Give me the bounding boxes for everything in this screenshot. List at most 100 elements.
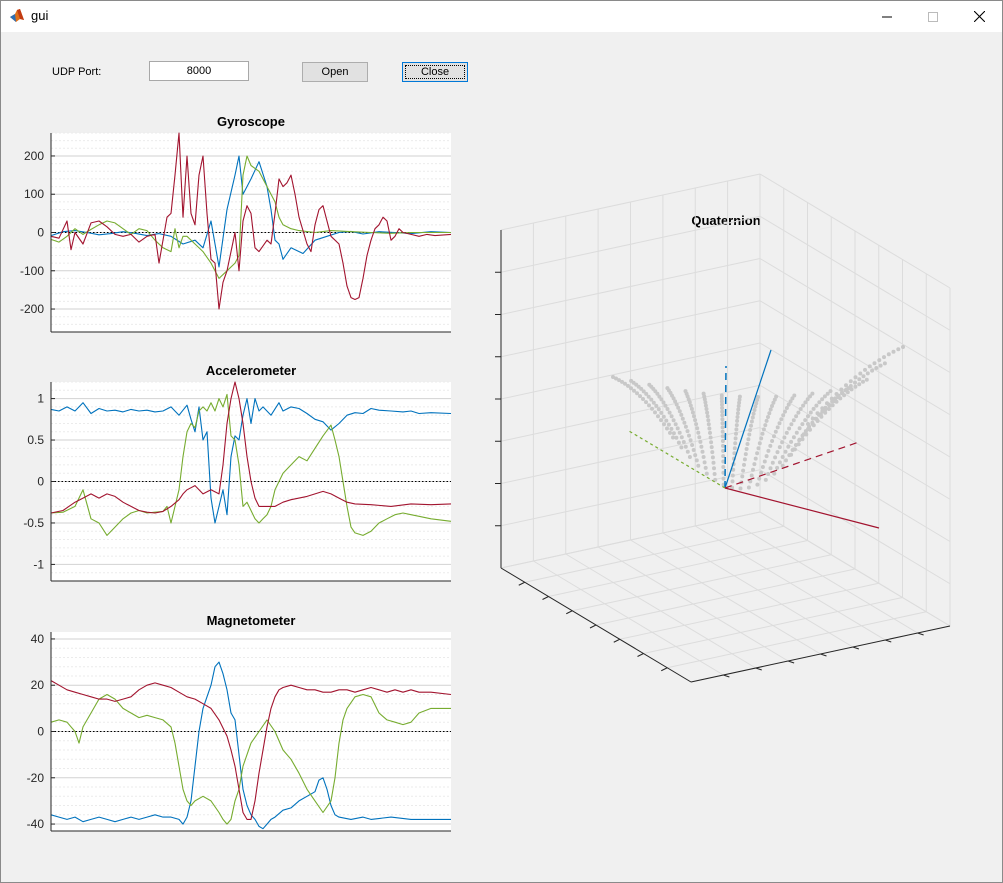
floor-gridline: [630, 539, 821, 655]
point: [747, 432, 752, 437]
point: [704, 407, 709, 411]
point: [702, 460, 707, 465]
x-tick: [518, 581, 525, 586]
point: [815, 411, 820, 416]
point: [803, 418, 808, 423]
y-tick-label: -0.5: [23, 516, 44, 530]
floor-gridline: [662, 532, 854, 648]
point: [754, 401, 759, 406]
point: [744, 447, 749, 451]
point: [659, 397, 664, 402]
point: [743, 452, 748, 457]
point: [736, 407, 741, 412]
x-tick: [613, 638, 620, 643]
udp-port-input[interactable]: 8000: [149, 61, 249, 81]
point: [748, 479, 753, 484]
point: [641, 389, 646, 394]
point: [646, 394, 651, 399]
point: [688, 438, 693, 443]
point: [742, 457, 747, 462]
minimize-button[interactable]: [864, 1, 910, 32]
point: [721, 454, 726, 459]
point: [663, 403, 668, 408]
point: [720, 434, 725, 439]
maximize-button[interactable]: [910, 1, 956, 32]
floor-gridline: [694, 525, 886, 641]
point: [796, 410, 801, 415]
point: [738, 486, 743, 491]
point: [808, 394, 812, 399]
point: [800, 437, 805, 442]
point: [810, 421, 815, 426]
point: [682, 420, 687, 425]
point: [706, 418, 711, 423]
title-bar[interactable]: gui: [1, 1, 1002, 32]
close-button[interactable]: Close: [402, 62, 468, 82]
gyroscope-plot: -200 -100 0 100 200 Gyroscope: [20, 114, 452, 333]
point: [693, 453, 698, 458]
point: [896, 347, 901, 352]
point: [770, 460, 775, 465]
point: [745, 442, 750, 446]
point: [834, 392, 839, 396]
point: [614, 376, 618, 381]
point: [719, 396, 724, 401]
point: [772, 397, 777, 402]
minimize-icon: [882, 16, 892, 17]
point: [689, 406, 694, 411]
point: [741, 468, 746, 473]
point: [720, 425, 725, 430]
point: [748, 428, 753, 432]
y-tick-label: 0.5: [27, 433, 44, 447]
maximize-icon: [928, 11, 938, 22]
point: [696, 463, 701, 468]
point: [662, 422, 666, 427]
point: [656, 414, 660, 419]
point: [825, 401, 829, 406]
point: [696, 430, 701, 435]
focus-ring: [405, 65, 465, 79]
point: [768, 407, 773, 412]
point: [676, 405, 681, 410]
vector-green-dashed: [628, 430, 726, 489]
point: [796, 442, 801, 447]
point: [641, 397, 645, 401]
magnetometer-series-2-line: [50, 693, 451, 825]
point: [653, 410, 657, 415]
point: [671, 431, 676, 436]
point: [762, 459, 767, 464]
magnetometer-series-3-line: [50, 680, 452, 820]
y-tick: [885, 639, 892, 643]
point: [733, 441, 738, 446]
point: [674, 435, 679, 440]
point: [822, 394, 827, 399]
close-window-button[interactable]: [956, 1, 1002, 32]
point: [665, 407, 670, 411]
point: [685, 429, 690, 434]
point: [752, 408, 757, 412]
point: [848, 379, 853, 384]
point: [667, 410, 672, 415]
y-tick-label: 200: [24, 149, 44, 163]
point: [791, 418, 796, 423]
point: [737, 397, 742, 402]
point: [844, 383, 848, 388]
point: [867, 364, 872, 369]
gyroscope-series-2-line: [50, 155, 451, 279]
point: [808, 410, 813, 415]
point: [818, 412, 823, 417]
point: [730, 479, 735, 484]
point: [858, 371, 863, 376]
open-button[interactable]: Open: [302, 62, 368, 82]
point: [789, 452, 794, 457]
point: [771, 400, 776, 405]
point: [712, 472, 717, 476]
point: [720, 417, 725, 422]
point: [814, 417, 819, 422]
right-wall-gridline: [759, 173, 951, 289]
point: [704, 471, 709, 476]
point: [655, 391, 660, 396]
point: [806, 427, 811, 431]
point: [774, 394, 779, 399]
point: [649, 397, 654, 402]
